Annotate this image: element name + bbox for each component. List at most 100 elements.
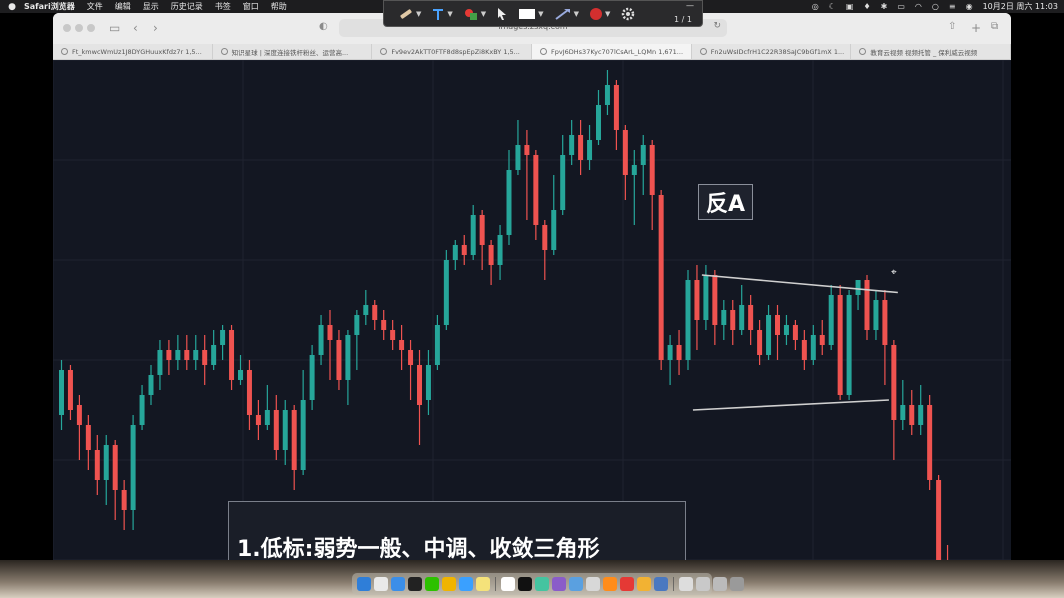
launchpad-icon[interactable]: [374, 577, 388, 591]
app-orange-icon[interactable]: [603, 577, 617, 591]
candle-body: [399, 340, 405, 350]
menu-view[interactable]: 显示: [142, 2, 159, 11]
candle-body: [721, 310, 727, 325]
trash-icon[interactable]: [730, 577, 744, 591]
bluetooth-icon[interactable]: ✱: [880, 2, 888, 11]
status-circle-icon[interactable]: ◎: [811, 2, 819, 11]
qq-icon[interactable]: [408, 577, 422, 591]
app-monitor-icon[interactable]: [654, 577, 668, 591]
candle: [67, 365, 73, 420]
candle: [363, 290, 369, 325]
tab-overview-icon[interactable]: ⧉: [991, 21, 999, 32]
candle: [85, 415, 91, 470]
share-icon[interactable]: ⇧: [948, 21, 957, 32]
browser-tab[interactable]: 知识星球 | 深度连接铁杆粉丝、运营高...: [213, 44, 373, 59]
settings-icon[interactable]: [620, 5, 636, 23]
tab-favicon-icon: [220, 48, 228, 55]
candle: [515, 120, 521, 175]
tab-favicon-icon: [859, 48, 867, 55]
app-green-icon[interactable]: [535, 577, 549, 591]
reload-icon[interactable]: ↻: [713, 21, 721, 31]
highlighter-icon[interactable]: ▼: [398, 5, 421, 23]
apple-menu-icon[interactable]: ●: [8, 1, 16, 12]
terminal-icon[interactable]: [518, 577, 532, 591]
candle-body: [166, 350, 172, 360]
new-tab-icon[interactable]: +: [971, 21, 982, 35]
trendline-lower[interactable]: [692, 399, 889, 411]
app-purple-icon[interactable]: [552, 577, 566, 591]
back-icon[interactable]: ‹: [133, 21, 138, 35]
menu-history[interactable]: 历史记录: [170, 2, 203, 11]
browser-tab[interactable]: Ft_kmwcWmUz1J8DYGHuuxKfdz7r 1,5...: [53, 44, 213, 59]
record-icon[interactable]: ▼: [589, 5, 610, 23]
candle-body: [613, 85, 619, 130]
menubar-clock[interactable]: 10月2日 周六 11:03: [982, 2, 1058, 11]
app-gray-icon[interactable]: [586, 577, 600, 591]
chrome-icon[interactable]: [442, 577, 456, 591]
browser-tab[interactable]: Fv9ev2AkTT0FTF8d8spEpZi8KxBY 1,5...: [372, 44, 533, 59]
app-blue-icon[interactable]: [569, 577, 583, 591]
browser-tab-active[interactable]: FpvJ6DHs37Kyc707lCsArL_LQMn 1,671...: [532, 44, 692, 59]
wifi-icon[interactable]: ◠: [914, 2, 922, 11]
candle-body: [202, 350, 208, 365]
siri-icon[interactable]: ◉: [965, 2, 973, 11]
menu-bookmarks[interactable]: 书签: [214, 2, 231, 11]
folder-icon[interactable]: [679, 577, 693, 591]
candle: [264, 385, 270, 430]
candle: [166, 340, 172, 375]
wechat-icon[interactable]: [425, 577, 439, 591]
spotlight-icon[interactable]: ○: [931, 2, 939, 11]
privacy-shield-icon[interactable]: ◐: [319, 21, 328, 32]
candle: [792, 320, 798, 350]
mic-icon[interactable]: ♦: [863, 2, 871, 11]
candle-body: [596, 105, 601, 140]
candle-body: [238, 370, 243, 380]
status-box-icon[interactable]: ▣: [845, 2, 854, 11]
finder-icon[interactable]: [357, 577, 371, 591]
candle-body: [381, 320, 387, 330]
line-tool-icon[interactable]: ▼: [554, 5, 579, 23]
menu-app-name[interactable]: Safari浏览器: [24, 2, 75, 11]
text-tool-icon[interactable]: ▼: [431, 5, 453, 23]
menu-help[interactable]: 帮助: [270, 2, 287, 11]
notes-icon[interactable]: [476, 577, 490, 591]
browser-tab[interactable]: Fn2uWsIDcfrH1C22R38SaJC9bGf1mX 1...: [692, 44, 852, 59]
close-window-button[interactable]: [63, 24, 71, 32]
downloads-icon[interactable]: [696, 577, 710, 591]
candle-body: [130, 425, 136, 510]
maximize-window-button[interactable]: [87, 24, 95, 32]
menu-edit[interactable]: 编辑: [114, 2, 131, 11]
minimize-window-button[interactable]: [75, 24, 83, 32]
candle: [551, 175, 557, 255]
candle-body: [837, 295, 843, 395]
moon-icon[interactable]: ☾: [828, 2, 836, 11]
window-thumbnail-icon[interactable]: [713, 577, 727, 591]
menu-file[interactable]: 文件: [86, 2, 103, 11]
candlestick-chart[interactable]: [53, 60, 1011, 573]
candle-body: [390, 330, 396, 340]
battery-icon[interactable]: ▭: [897, 2, 905, 11]
candle-body: [85, 425, 91, 450]
candle-body: [300, 400, 306, 470]
candle: [425, 350, 431, 415]
candle-body: [542, 225, 548, 250]
mail-icon[interactable]: [459, 577, 473, 591]
minimize-icon[interactable]: —: [686, 1, 694, 10]
forward-icon[interactable]: ›: [153, 21, 158, 35]
safari-icon[interactable]: [391, 577, 405, 591]
rectangle-icon[interactable]: ▼: [518, 5, 544, 23]
app-red-icon[interactable]: [620, 577, 634, 591]
trendline-upper[interactable]: [701, 274, 898, 294]
candle-body: [318, 325, 324, 355]
app-yellow-icon[interactable]: [637, 577, 651, 591]
candle-body: [121, 490, 127, 510]
browser-tab[interactable]: 教育云视频 视频托管 _ 保利威云视频: [851, 44, 1011, 59]
notion-icon[interactable]: [501, 577, 515, 591]
sidebar-toggle-icon[interactable]: ▭: [109, 21, 121, 35]
tab-label: Ft_kmwcWmUz1J8DYGHuuxKfdz7r 1,5...: [72, 47, 202, 56]
candle-body: [810, 335, 816, 360]
control-center-icon[interactable]: ≡: [948, 2, 956, 11]
color-fill-icon[interactable]: ▼: [463, 5, 486, 23]
pointer-icon[interactable]: [496, 5, 508, 23]
menu-window[interactable]: 窗口: [242, 2, 259, 11]
